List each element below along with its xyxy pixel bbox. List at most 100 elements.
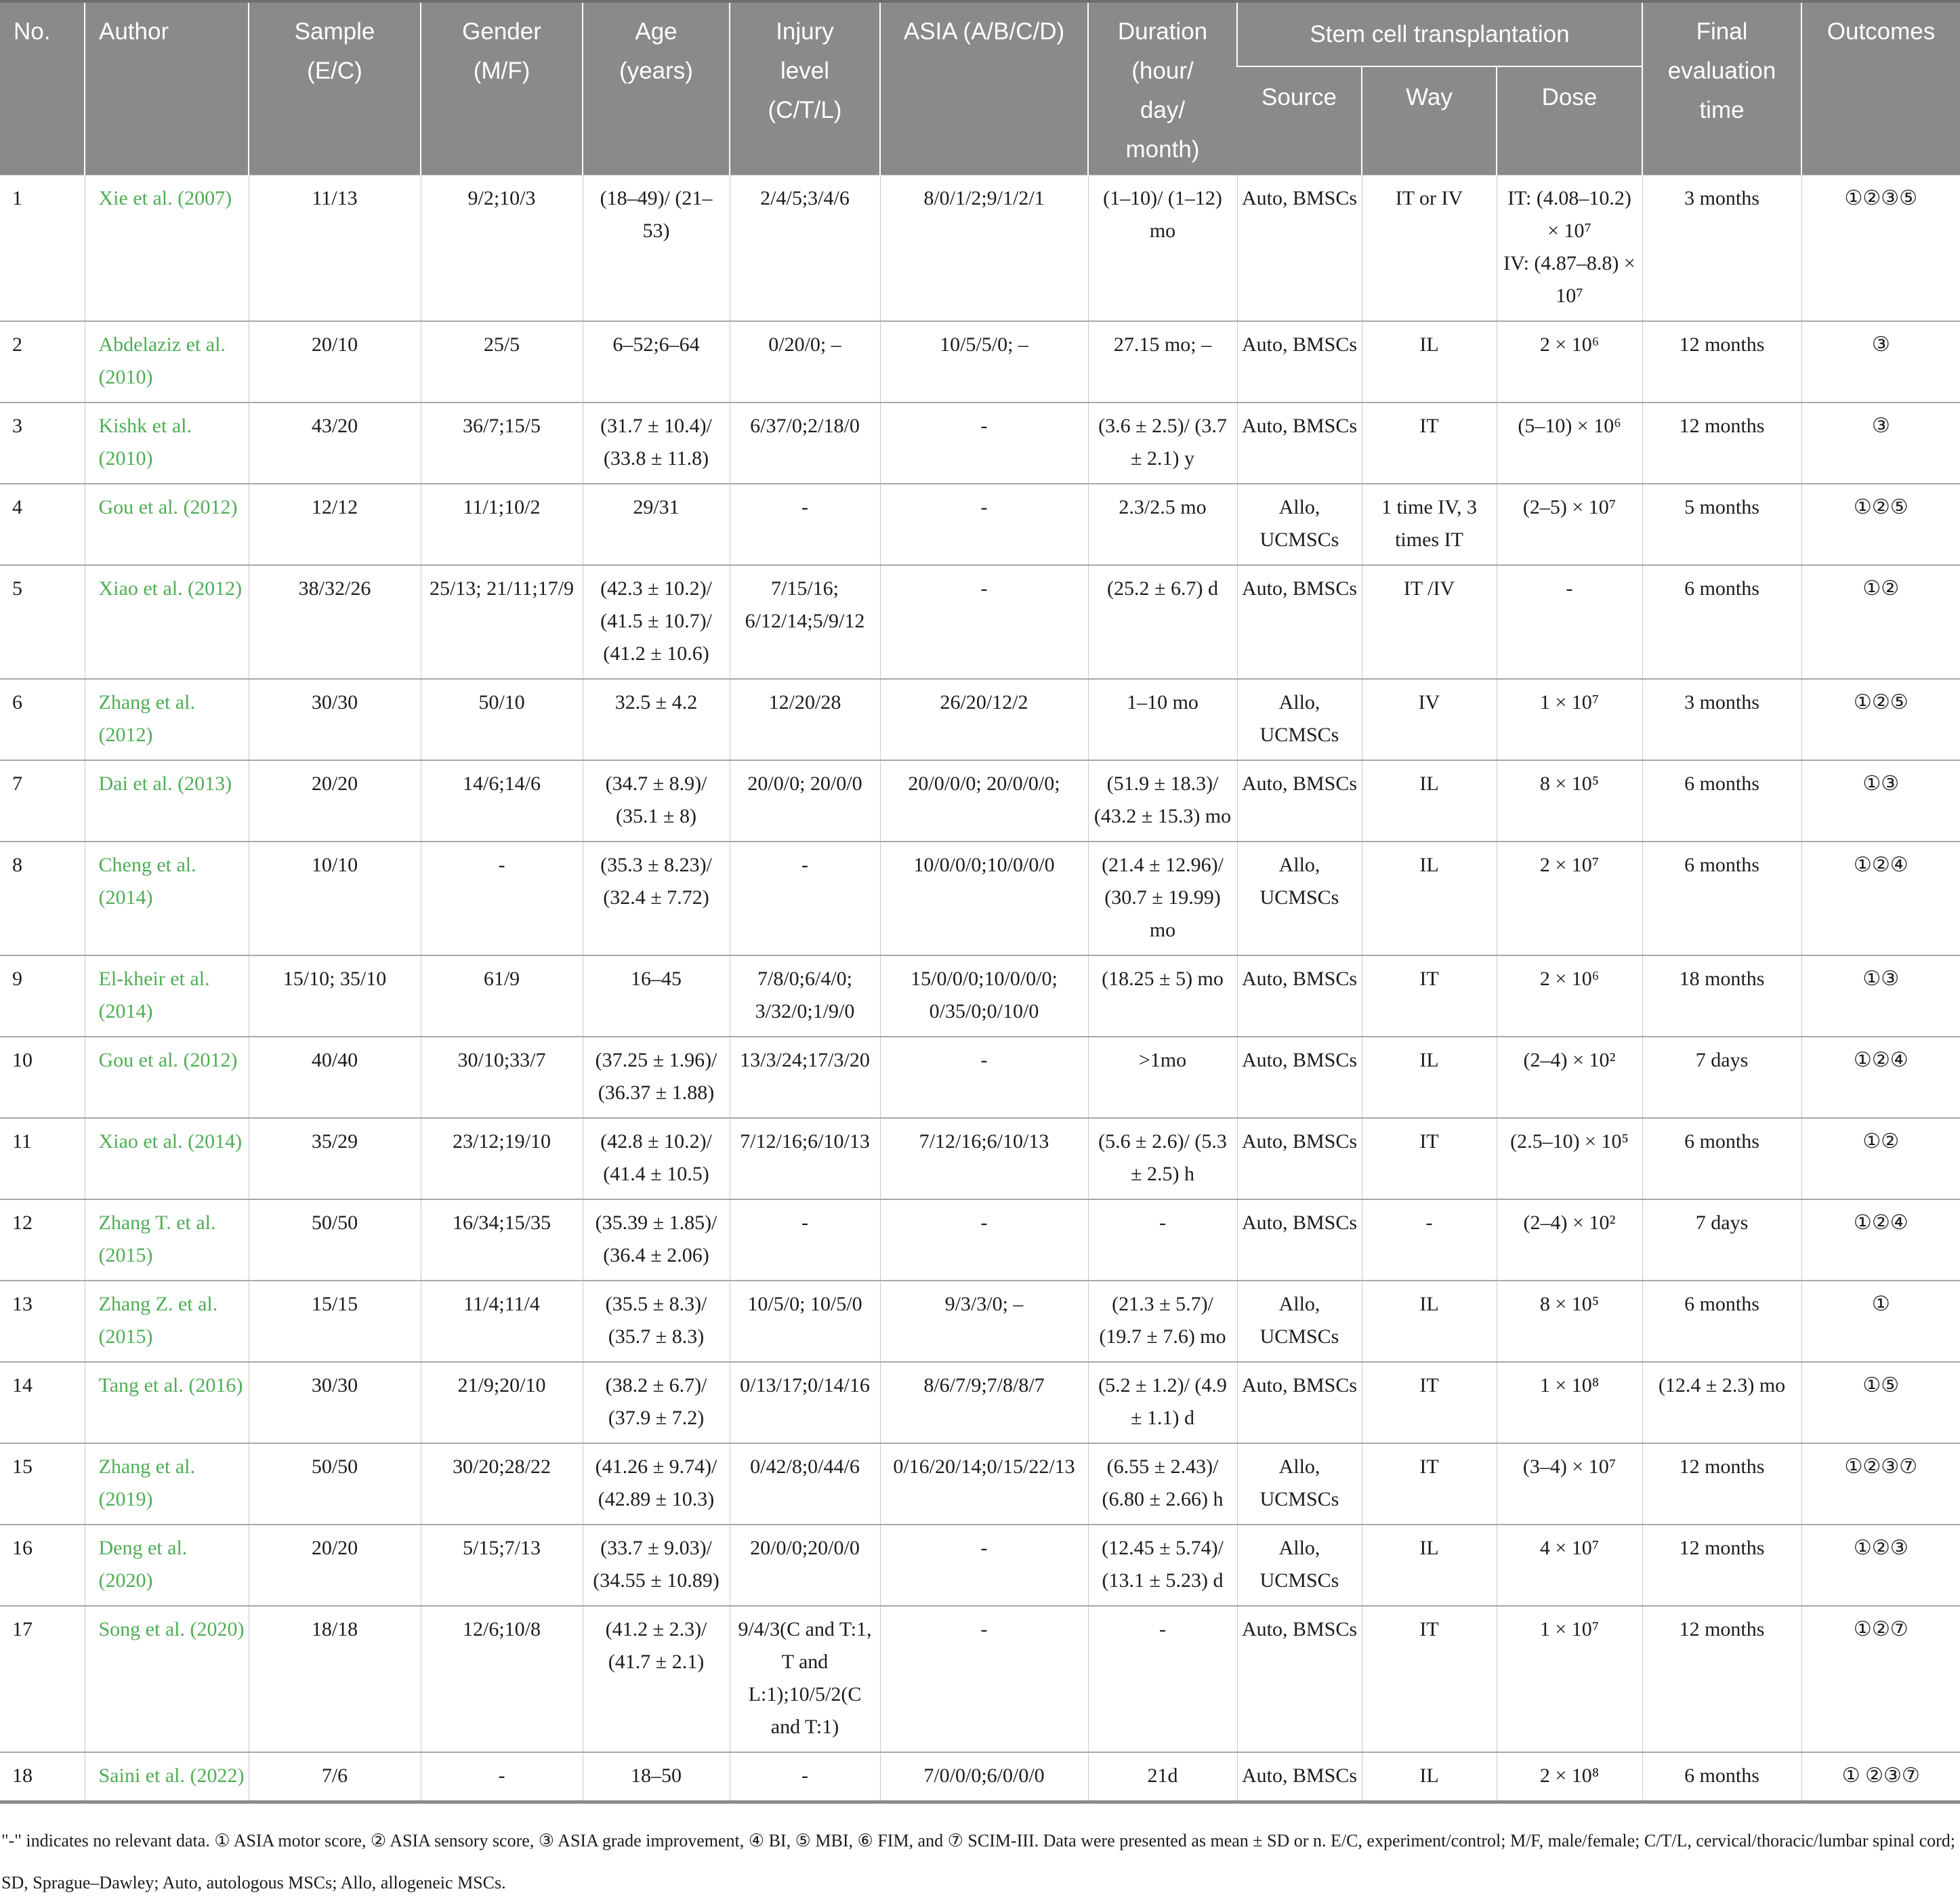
author-citation-link[interactable]: Zhang et al. (2012) <box>84 679 249 760</box>
cell-gender: 11/4;11/4 <box>420 1281 583 1362</box>
cell-final-evaluation-time: 6 months <box>1642 1752 1802 1802</box>
author-citation-link[interactable]: Deng et al. (2020) <box>84 1525 249 1606</box>
cell-source: Auto, BMSCs <box>1236 1037 1362 1118</box>
cell-source: Auto, BMSCs <box>1236 175 1362 321</box>
cell-no: 13 <box>12 1293 33 1315</box>
author-citation-link[interactable]: Saini et al. (2022) <box>84 1752 249 1802</box>
col-header-author: Author <box>84 1 249 175</box>
cell-sample: 40/40 <box>248 1037 421 1118</box>
cell-final-evaluation-time: 12 months <box>1642 321 1802 402</box>
cell-asia: 15/0/0/0;10/0/0/0; 0/35/0;0/10/0 <box>879 955 1088 1037</box>
cell-injury-level: 0/42/8;0/44/6 <box>729 1443 880 1525</box>
cell-sample: 7/6 <box>248 1752 421 1802</box>
cell-gender: 11/1;10/2 <box>420 484 583 565</box>
cell-final-evaluation-time: 6 months <box>1642 1118 1802 1199</box>
author-citation-link[interactable]: Zhang et al. (2019) <box>84 1443 249 1525</box>
cell-outcomes: ① ②③⑦ <box>1801 1752 1960 1802</box>
cell-sample: 20/20 <box>248 760 421 842</box>
cell-final-evaluation-time: 12 months <box>1642 1443 1802 1525</box>
cell-gender: 23/12;19/10 <box>420 1118 583 1199</box>
cell-gender: 9/2;10/3 <box>420 175 583 321</box>
author-citation-link[interactable]: Xie et al. (2007) <box>84 175 249 321</box>
cell-gender: 14/6;14/6 <box>420 760 583 842</box>
cell-final-evaluation-time: 7 days <box>1642 1199 1802 1281</box>
cell-injury-level: 0/20/0; – <box>729 321 880 402</box>
cell-injury-level: 7/8/0;6/4/0; 3/32/0;1/9/0 <box>729 955 880 1037</box>
cell-injury-level: - <box>729 1752 880 1802</box>
cell-asia: 20/0/0/0; 20/0/0/0; <box>879 760 1088 842</box>
cell-no: 11 <box>12 1130 32 1153</box>
col-header-source: Source <box>1237 66 1362 175</box>
cell-source: Auto, BMSCs <box>1236 402 1362 484</box>
author-citation-link[interactable]: Dai et al. (2013) <box>84 760 249 842</box>
cell-age: 6–52;6–64 <box>582 321 730 402</box>
table-row: 14 Tang et al. (2016) 30/30 21/9;20/10 (… <box>0 1362 1960 1443</box>
table-row: 5 Xiao et al. (2012) 38/32/26 25/13; 21/… <box>0 565 1960 679</box>
cell-dose: 1 × 10⁷ <box>1496 1606 1643 1752</box>
author-citation-link[interactable]: El-kheir et al. (2014) <box>84 955 249 1037</box>
cell-asia: 8/6/7/9;7/8/8/7 <box>879 1362 1088 1443</box>
cell-no: 3 <box>12 415 22 437</box>
cell-asia: - <box>879 1525 1088 1606</box>
cell-dose: (2–4) × 10² <box>1496 1199 1643 1281</box>
author-citation-link[interactable]: Gou et al. (2012) <box>84 484 249 565</box>
cell-asia: 9/3/3/0; – <box>879 1281 1088 1362</box>
cell-duration: (18.25 ± 5) mo <box>1087 955 1237 1037</box>
cell-gender: 30/10;33/7 <box>420 1037 583 1118</box>
cell-age: (41.26 ± 9.74)/ (42.89 ± 10.3) <box>582 1443 730 1525</box>
author-citation-link[interactable]: Xiao et al. (2012) <box>84 565 249 679</box>
cell-sample: 30/30 <box>248 679 421 760</box>
author-citation-link[interactable]: Xiao et al. (2014) <box>84 1118 249 1199</box>
author-citation-link[interactable]: Cheng et al. (2014) <box>84 842 249 955</box>
cell-outcomes: ①② <box>1801 1118 1960 1199</box>
cell-outcomes: ①③ <box>1801 955 1960 1037</box>
cell-way: IT <box>1361 1118 1497 1199</box>
cell-way: IT <box>1361 955 1497 1037</box>
cell-duration: (3.6 ± 2.5)/ (3.7 ± 2.1) y <box>1087 402 1237 484</box>
cell-way: IT or IV <box>1361 175 1497 321</box>
author-citation-link[interactable]: Zhang T. et al. (2015) <box>84 1199 249 1281</box>
cell-no: 5 <box>12 577 22 600</box>
cell-duration: >1mo <box>1087 1037 1237 1118</box>
cell-source: Auto, BMSCs <box>1236 955 1362 1037</box>
col-header-final-evaluation-time: Final evaluation time <box>1642 1 1802 175</box>
author-citation-link[interactable]: Zhang Z. et al. (2015) <box>84 1281 249 1362</box>
cell-gender: 16/34;15/35 <box>420 1199 583 1281</box>
cell-duration: 27.15 mo; – <box>1087 321 1237 402</box>
cell-way: IL <box>1361 1281 1497 1362</box>
cell-source: Allo, UCMSCs <box>1236 484 1362 565</box>
cell-no: 10 <box>12 1049 33 1071</box>
cell-injury-level: 20/0/0;20/0/0 <box>729 1525 880 1606</box>
cell-asia: 7/0/0/0;6/0/0/0 <box>879 1752 1088 1802</box>
cell-age: 32.5 ± 4.2 <box>582 679 730 760</box>
table-row: 16 Deng et al. (2020) 20/20 5/15;7/13 (3… <box>0 1525 1960 1606</box>
cell-injury-level: 10/5/0; 10/5/0 <box>729 1281 880 1362</box>
author-citation-link[interactable]: Abdelaziz et al. (2010) <box>84 321 249 402</box>
col-header-duration: Duration (hour/ day/ month) <box>1087 1 1237 175</box>
cell-duration: (21.3 ± 5.7)/ (19.7 ± 7.6) mo <box>1087 1281 1237 1362</box>
author-citation-link[interactable]: Song et al. (2020) <box>84 1606 249 1752</box>
col-header-dose: Dose <box>1495 66 1643 175</box>
cell-sample: 35/29 <box>248 1118 421 1199</box>
author-citation-link[interactable]: Gou et al. (2012) <box>84 1037 249 1118</box>
cell-asia: - <box>879 1037 1088 1118</box>
cell-asia: - <box>879 402 1088 484</box>
author-citation-link[interactable]: Tang et al. (2016) <box>84 1362 249 1443</box>
cell-final-evaluation-time: 6 months <box>1642 1281 1802 1362</box>
cell-no: 2 <box>12 333 22 356</box>
cell-source: Allo, UCMSCs <box>1236 842 1362 955</box>
cell-outcomes: ③ <box>1801 402 1960 484</box>
cell-injury-level: 7/12/16;6/10/13 <box>729 1118 880 1199</box>
cell-asia: 26/20/12/2 <box>879 679 1088 760</box>
cell-sample: 20/10 <box>248 321 421 402</box>
cell-injury-level: - <box>729 484 880 565</box>
cell-final-evaluation-time: (12.4 ± 2.3) mo <box>1642 1362 1802 1443</box>
cell-final-evaluation-time: 5 months <box>1642 484 1802 565</box>
cell-no: 16 <box>12 1537 33 1559</box>
cell-dose: (2–4) × 10² <box>1496 1037 1643 1118</box>
author-citation-link[interactable]: Kishk et al. (2010) <box>84 402 249 484</box>
cell-gender: 61/9 <box>420 955 583 1037</box>
col-header-sample: Sample (E/C) <box>248 1 421 175</box>
cell-final-evaluation-time: 12 months <box>1642 1525 1802 1606</box>
cell-way: IT /IV <box>1361 565 1497 679</box>
